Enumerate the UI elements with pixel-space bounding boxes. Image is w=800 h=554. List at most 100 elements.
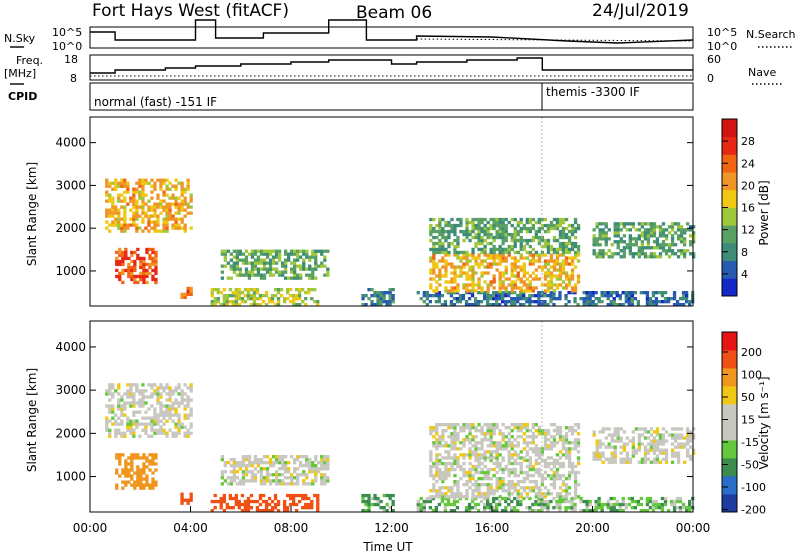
heatmap-cell [277,273,282,277]
heatmap-cell [232,267,236,271]
heatmap-cell [543,438,548,442]
heatmap-cell [159,178,163,182]
heatmap-cell [474,256,478,260]
heatmap-cell [607,460,611,464]
heatmap-cell [452,499,457,504]
heatmap-cell [444,286,448,290]
heatmap-cell [150,178,154,182]
heatmap-cell [486,226,490,231]
heatmap-cell [105,428,109,432]
heatmap-cell [432,247,436,252]
heatmap-cell [385,291,389,295]
heatmap-cell [293,270,297,274]
heatmap-cell [631,430,635,434]
heatmap-cell [585,509,589,513]
heatmap-cell [686,439,690,443]
heatmap-cell [483,217,487,222]
heatmap-cell [495,447,499,451]
heatmap-cell [534,232,538,237]
heatmap-cell [250,267,255,271]
heatmap-cell [145,474,149,478]
heatmap-cell [435,489,439,493]
heatmap-cell [504,271,508,275]
heatmap-cell [661,451,666,455]
heatmap-cell [210,509,214,513]
heatmap-cell [510,297,514,301]
heatmap-cell [141,202,145,206]
heatmap-cell [292,297,296,301]
heatmap-cell [126,190,130,194]
heatmap-cell [558,277,563,281]
heatmap-cell [180,181,184,185]
heatmap-cell [492,223,496,228]
heatmap-cell [174,196,178,200]
heatmap-cell [180,205,184,209]
heatmap-cell [510,423,514,427]
heatmap-cell [492,450,496,454]
heatmap-cell [501,232,505,237]
heatmap-cell [673,231,678,235]
heatmap-cell [145,465,149,469]
heatmap-cell [379,506,383,510]
heatmap-cell [465,220,469,225]
heatmap-cell [528,220,532,225]
heatmap-cell [124,268,128,273]
heatmap-cell [450,289,454,293]
heatmap-cell [474,235,478,240]
heatmap-cell [570,447,575,451]
heatmap-cell [552,458,557,463]
heatmap-cell [305,455,309,459]
heatmap-cell [462,429,466,433]
heatmap-cell [603,294,607,298]
heatmap-cell [459,220,463,225]
heatmap-cell [689,243,693,247]
heatmap-cell [370,300,374,304]
heatmap-cell [126,395,130,399]
heatmap-cell [597,300,601,304]
heatmap-cell [525,474,529,478]
heatmap-cell [501,241,505,246]
heatmap-cell [540,474,544,478]
heatmap-cell [495,441,499,445]
heatmap-cell [510,303,514,307]
freq-panel: 18 8 60 0 [64,53,721,85]
heatmap-cell [510,256,514,260]
heatmap-cell [570,229,575,234]
heatmap-cell [513,283,517,287]
heatmap-cell [459,492,463,496]
heatmap-cell [147,217,151,221]
heatmap-cell [268,252,273,256]
heatmap-cell [504,217,508,222]
heatmap-cell [522,289,526,293]
heatmap-cell [649,222,654,226]
heatmap-cell [226,476,230,480]
heatmap-cell [115,456,119,460]
heatmap-cell [108,181,112,185]
heatmap-cell [480,483,484,487]
heatmap-cell [480,271,484,275]
colorbar-segment [722,332,737,351]
heatmap-cell [435,223,439,228]
heatmap-cell [296,252,300,256]
heatmap-cell [465,271,469,275]
heatmap-cell [141,187,145,191]
heatmap-cell [323,264,327,268]
heatmap-cell [549,283,554,287]
heatmap-cell [450,447,454,451]
x-tick-label: 12:00 [374,521,409,535]
heatmap-cell [180,492,184,496]
heatmap-cell [501,223,505,228]
heatmap-cell [154,253,158,258]
heatmap-cell [267,509,272,513]
heatmap-cell [631,243,635,247]
heatmap-cell [444,441,448,445]
heatmap-cell [522,426,526,430]
heatmap-cell [631,445,635,449]
heatmap-cell [429,226,433,231]
heatmap-cell [441,217,445,222]
heatmap-cell [450,271,454,275]
heatmap-cell [592,243,596,247]
heatmap-cell [180,292,184,296]
heatmap-cell [456,483,460,487]
heatmap-cell [432,229,436,234]
